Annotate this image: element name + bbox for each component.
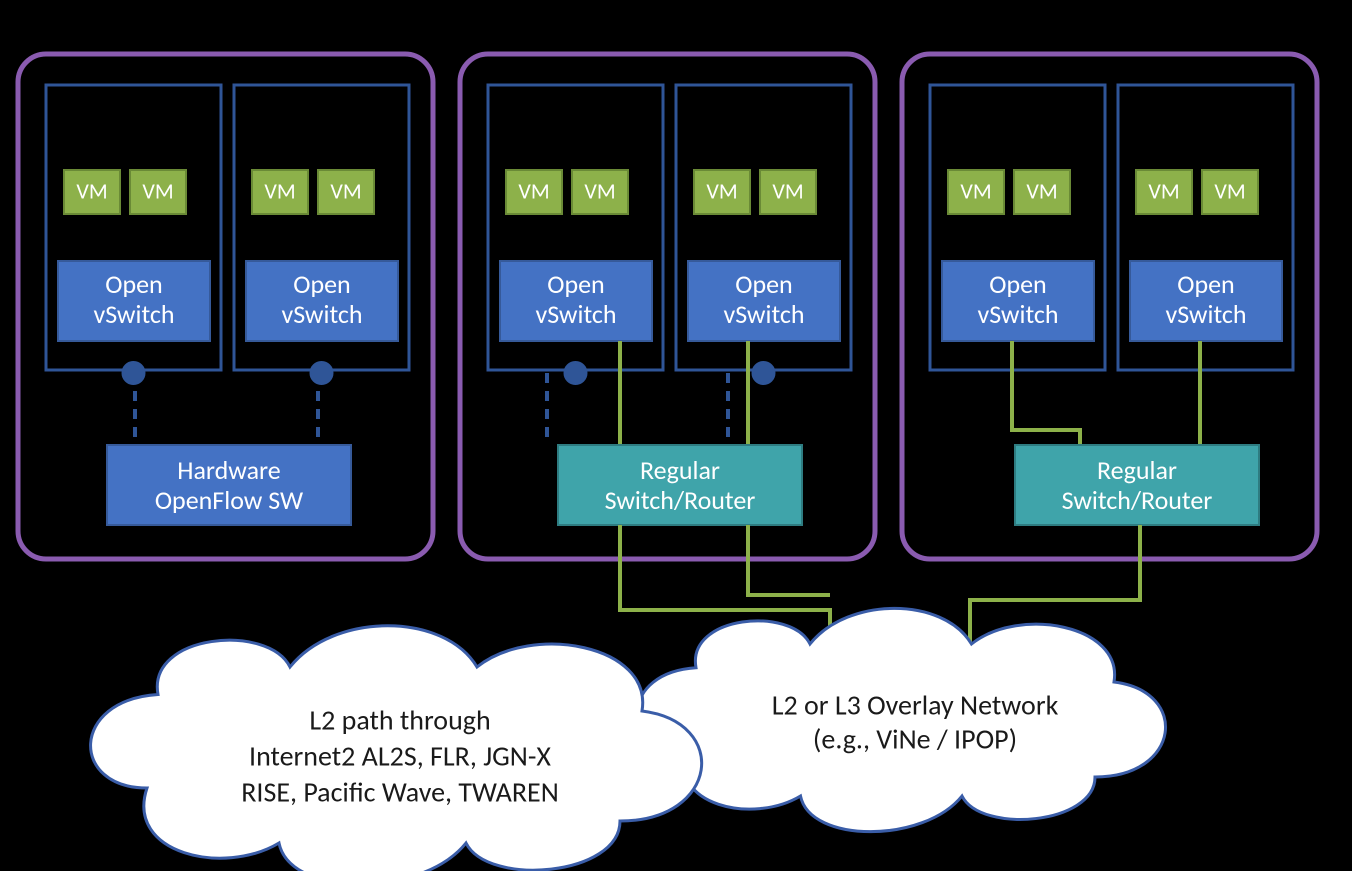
svg-text:Hardware: Hardware bbox=[177, 454, 280, 486]
svg-text:Open: Open bbox=[547, 268, 604, 300]
svg-text:Open: Open bbox=[735, 268, 792, 300]
svg-text:VM: VM bbox=[960, 177, 991, 204]
svg-text:vSwitch: vSwitch bbox=[281, 298, 362, 330]
svg-text:OpenFlow SW: OpenFlow SW bbox=[155, 484, 303, 516]
svg-text:VM: VM bbox=[1148, 177, 1179, 204]
svg-text:VM: VM bbox=[518, 177, 549, 204]
svg-text:Regular: Regular bbox=[640, 454, 720, 486]
svg-text:VM: VM bbox=[1026, 177, 1057, 204]
port-circle bbox=[565, 362, 587, 384]
svg-text:VM: VM bbox=[584, 177, 615, 204]
svg-text:L2 or L3 Overlay Network: L2 or L3 Overlay Network bbox=[772, 688, 1059, 723]
svg-text:vSwitch: vSwitch bbox=[93, 298, 174, 330]
svg-text:VM: VM bbox=[76, 177, 107, 204]
svg-text:vSwitch: vSwitch bbox=[723, 298, 804, 330]
svg-text:Switch/Router: Switch/Router bbox=[1062, 484, 1213, 516]
svg-text:Switch/Router: Switch/Router bbox=[605, 484, 756, 516]
svg-text:Open: Open bbox=[989, 268, 1046, 300]
svg-text:vSwitch: vSwitch bbox=[535, 298, 616, 330]
svg-text:Regular: Regular bbox=[1097, 454, 1177, 486]
svg-text:Internet2 AL2S, FLR, JGN-X: Internet2 AL2S, FLR, JGN-X bbox=[249, 739, 551, 774]
svg-text:Open: Open bbox=[293, 268, 350, 300]
svg-text:VM: VM bbox=[1214, 177, 1245, 204]
svg-text:vSwitch: vSwitch bbox=[977, 298, 1058, 330]
svg-text:VM: VM bbox=[142, 177, 173, 204]
port-circle bbox=[311, 362, 333, 384]
svg-text:Open: Open bbox=[105, 268, 162, 300]
svg-text:Open: Open bbox=[1177, 268, 1234, 300]
svg-text:(e.g., ViNe / IPOP): (e.g., ViNe / IPOP) bbox=[813, 722, 1017, 757]
svg-text:VM: VM bbox=[330, 177, 361, 204]
svg-text:VM: VM bbox=[772, 177, 803, 204]
svg-text:vSwitch: vSwitch bbox=[1165, 298, 1246, 330]
svg-text:VM: VM bbox=[706, 177, 737, 204]
svg-text:VM: VM bbox=[264, 177, 295, 204]
port-circle bbox=[753, 362, 775, 384]
svg-text:L2 path through: L2 path through bbox=[309, 703, 490, 738]
svg-text:RISE, Pacific Wave, TWAREN: RISE, Pacific Wave, TWAREN bbox=[241, 775, 559, 810]
